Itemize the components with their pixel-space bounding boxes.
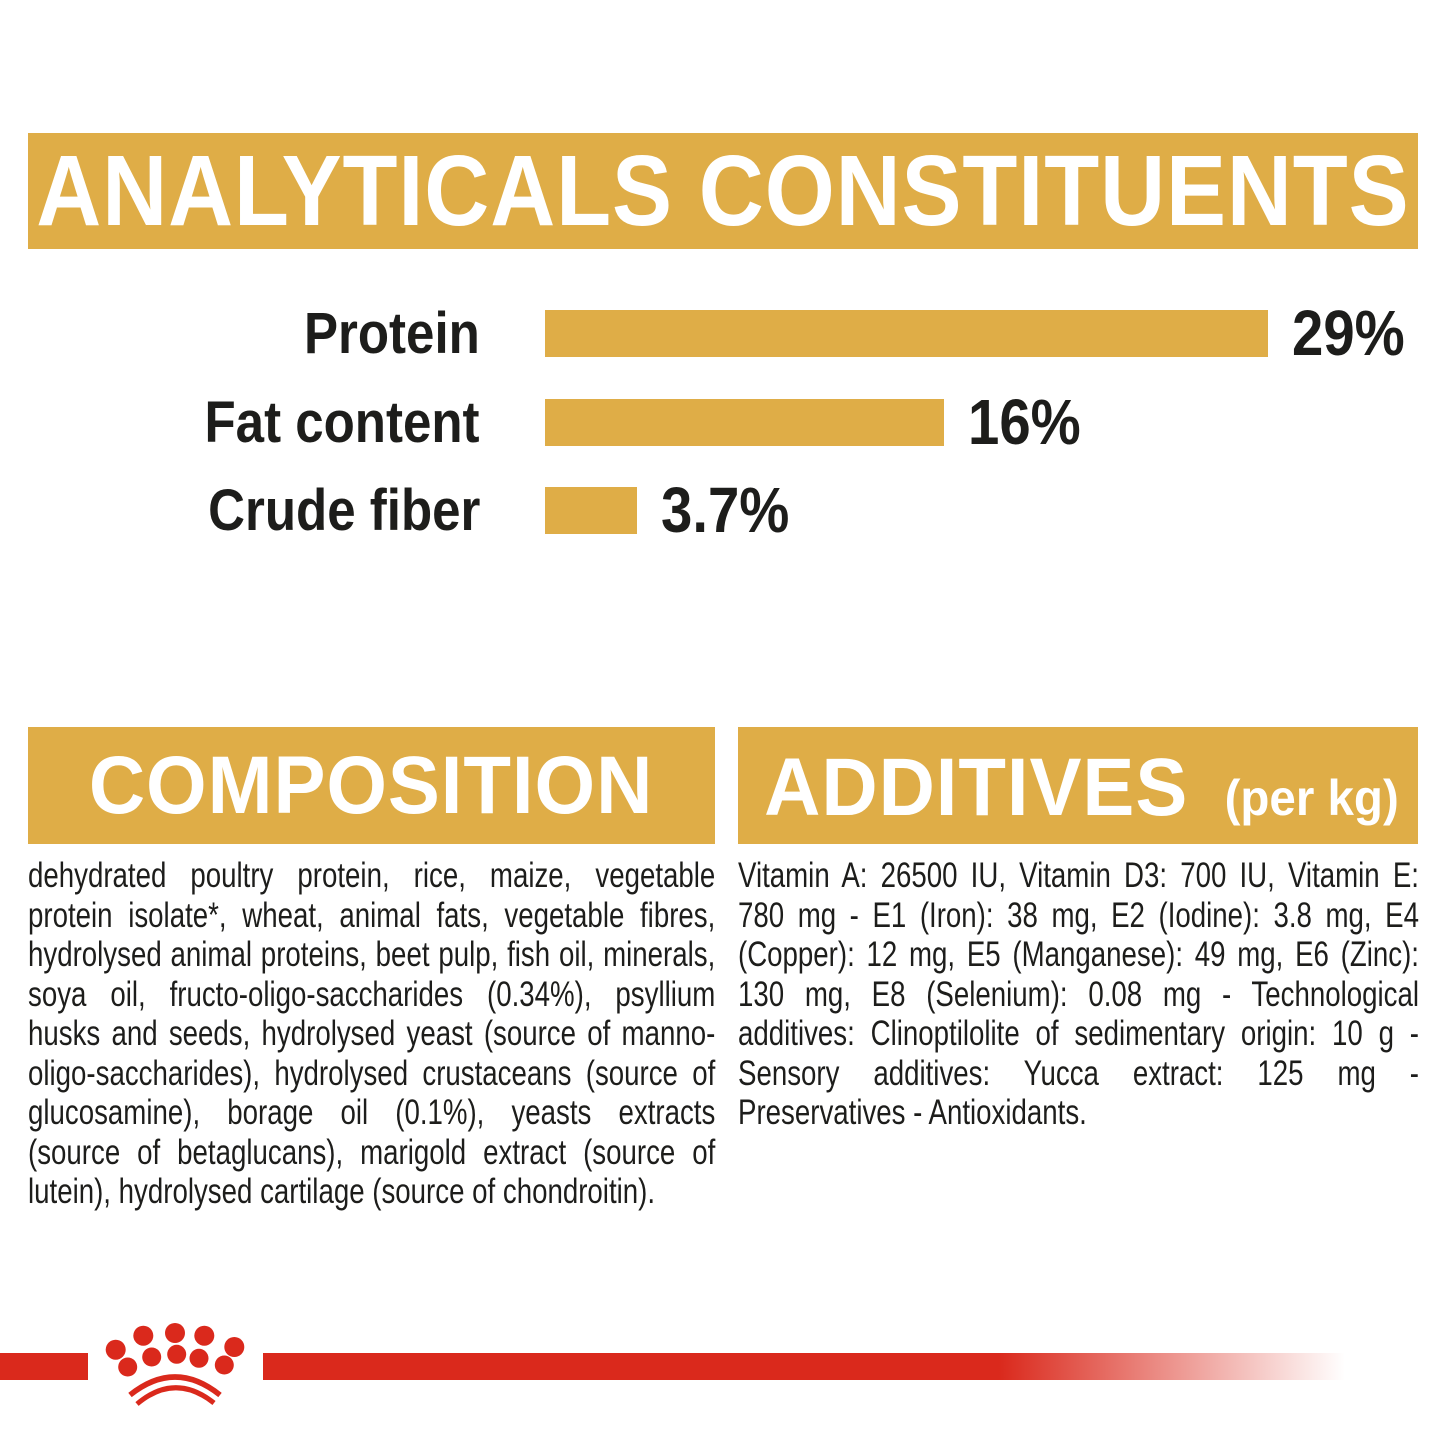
additives-title: ADDITIVES [764,742,1189,833]
footer-red-band-right [263,1353,1345,1380]
chart-row-crude-fiber: Crude fiber 3.7% [0,464,1445,556]
chart-category-label: Fat content [204,389,480,455]
royal-canin-crown-logo-icon [105,1323,245,1406]
composition-header-banner: COMPOSITION [28,727,715,844]
composition-title: COMPOSITION [89,739,654,831]
chart-category-label: Crude fiber [207,477,480,543]
chart-bar [545,486,638,534]
chart-bar [545,398,945,446]
additives-text: Vitamin A: 26500 IU, Vitamin D3: 700 IU,… [738,856,1419,1132]
analyticals-bar-chart: Protein 29% Fat content 16% Crude fiber … [0,0,1445,700]
chart-row-protein: Protein 29% [0,287,1445,379]
chart-bar [545,309,1269,357]
composition-text: dehydrated poultry protein, rice, maize,… [28,856,716,1211]
chart-value-label: 3.7% [661,474,790,546]
footer-red-band-left [0,1353,88,1380]
chart-value-label: 29% [1292,297,1406,369]
analyticals-header-banner: ANALYTICALS CONSTITUENTS [28,133,1418,249]
chart-row-fat-content: Fat content 16% [0,376,1445,468]
chart-category-label: Protein [304,300,480,366]
analyticals-title: ANALYTICALS CONSTITUENTS [36,134,1410,247]
additives-unit-label: (per kg) [1224,770,1399,826]
additives-header-banner: ADDITIVES (per kg) [738,727,1418,844]
chart-value-label: 16% [968,386,1081,458]
